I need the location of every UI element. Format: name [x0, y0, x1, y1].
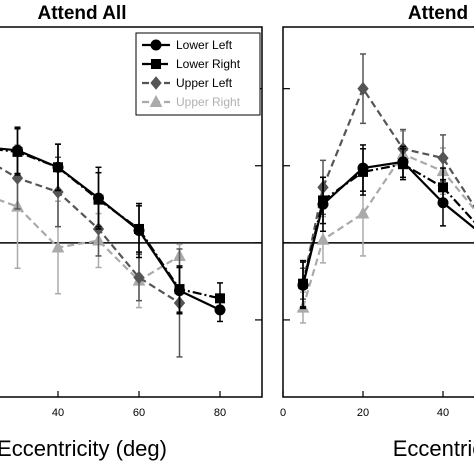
- x-axis-label: Eccentricity (deg): [0, 436, 167, 461]
- data-point: [397, 156, 409, 168]
- data-point: [93, 192, 104, 204]
- legend-label: Upper Left: [176, 76, 233, 90]
- x-tick-label: 80: [214, 407, 226, 419]
- panel-attend-all: 40 60 80 Attend All Eccentricity (deg) Lower …: [0, 3, 263, 461]
- legend-marker: [150, 39, 162, 51]
- data-point: [356, 206, 370, 219]
- data-point: [437, 151, 449, 165]
- data-point: [12, 144, 23, 156]
- legend-marker: [151, 59, 161, 69]
- series-line: [301, 163, 474, 284]
- series-lower-right: [298, 148, 474, 308]
- series-lower-right: [0, 128, 225, 315]
- series-upper-right: [0, 144, 186, 309]
- x-tick-label: 20: [357, 407, 369, 419]
- series-line: [301, 86, 474, 284]
- data-point: [316, 232, 330, 245]
- x-tick-label: 40: [437, 407, 449, 419]
- series-line: [0, 147, 221, 311]
- legend: Lower Left Lower Right Upper Left Upper Rig…: [135, 32, 261, 116]
- data-point: [52, 161, 64, 173]
- series-lower-left: [0, 126, 226, 323]
- data-point: [51, 240, 65, 253]
- x-axis-label: Eccentric: [393, 436, 474, 461]
- panel-attend-right: 0 20 40 Attend Eccentric: [280, 3, 474, 461]
- x-tick-label: 60: [133, 407, 145, 419]
- series-line: [0, 166, 181, 304]
- data-point: [133, 270, 145, 285]
- chart-title: Attend: [408, 3, 468, 24]
- legend-label: Upper Right: [176, 95, 241, 109]
- x-tick-label: 40: [52, 407, 64, 419]
- data-point: [317, 198, 329, 210]
- plot-frame: [0, 26, 263, 398]
- legend-label: Lower Left: [176, 38, 233, 52]
- series-line: [301, 152, 474, 308]
- data-point: [133, 225, 145, 236]
- series-line: [0, 199, 181, 282]
- legend-marker: [149, 94, 163, 107]
- chart-title: Attend All: [37, 3, 126, 24]
- data-point: [174, 285, 185, 297]
- data-point: [52, 185, 64, 199]
- legend-marker: [150, 76, 162, 90]
- data-point: [437, 197, 449, 209]
- data-point: [214, 304, 226, 316]
- series-lower-left: [297, 144, 474, 310]
- data-point: [357, 162, 369, 174]
- legend-label: Lower Right: [176, 57, 241, 71]
- x-tick-label: 0: [280, 407, 286, 419]
- data-point: [297, 279, 309, 291]
- plot-frame: [282, 26, 474, 398]
- series-line: [0, 148, 221, 300]
- data-point: [357, 81, 369, 96]
- series-line: [301, 160, 474, 286]
